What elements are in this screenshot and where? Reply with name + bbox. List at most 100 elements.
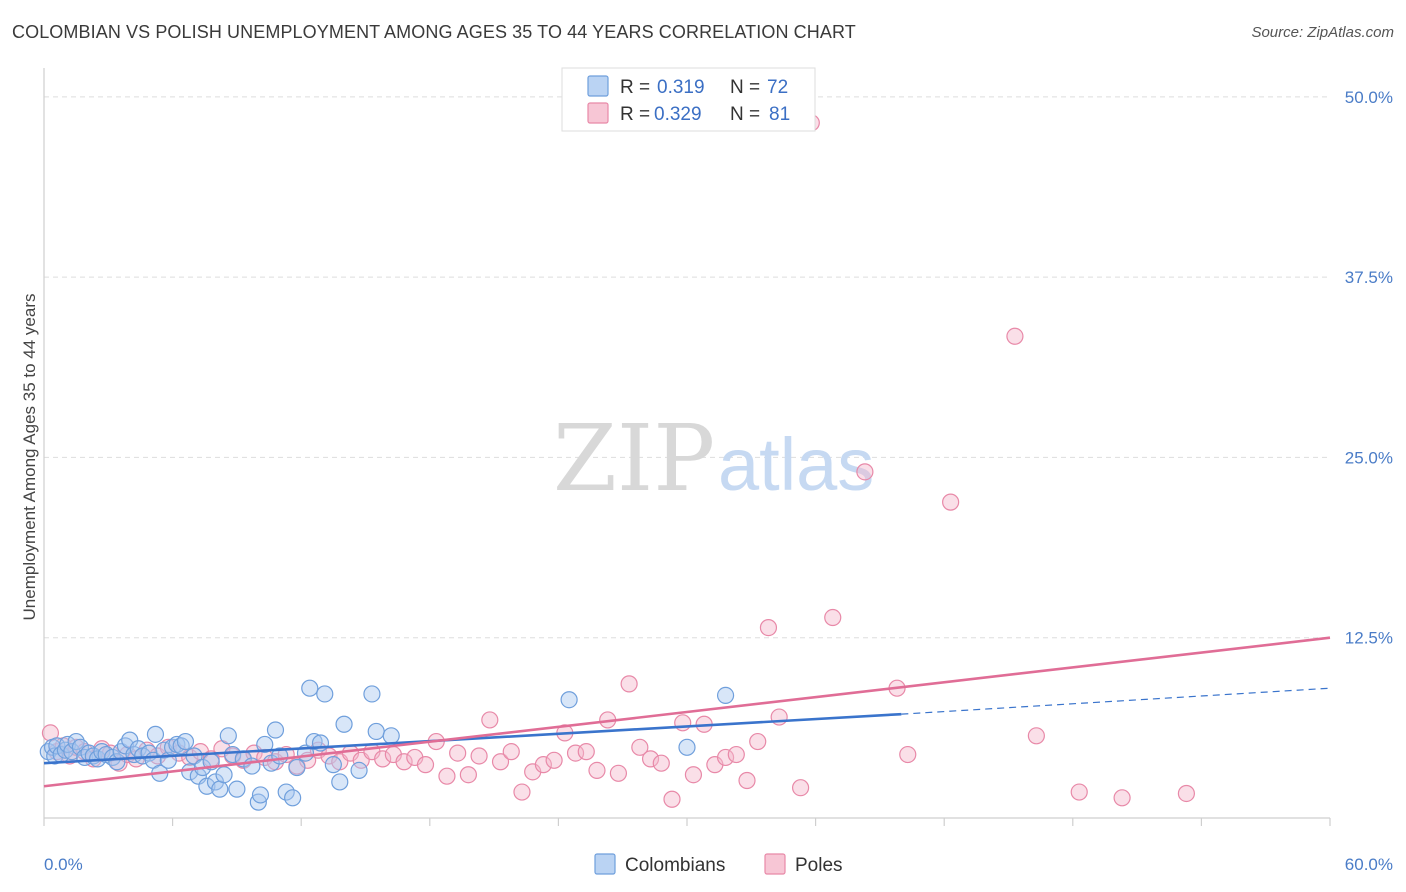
poles-point bbox=[438, 767, 456, 785]
legend-n-label-colombians: N = bbox=[730, 77, 760, 98]
colombians-point bbox=[176, 732, 195, 751]
poles-point bbox=[824, 608, 842, 627]
colombians-point bbox=[331, 773, 349, 791]
colombians-point bbox=[228, 780, 246, 798]
colombians-point bbox=[215, 766, 233, 784]
poles-trend-line bbox=[43, 636, 1331, 788]
poles-point bbox=[449, 744, 467, 762]
poles-point bbox=[545, 751, 563, 769]
colombians-point bbox=[560, 691, 578, 709]
poles-point bbox=[652, 754, 670, 772]
colombians-point bbox=[324, 756, 342, 774]
legend-n-value-poles: 81 bbox=[769, 104, 790, 125]
poles-point bbox=[749, 732, 767, 751]
colombians-point bbox=[305, 732, 323, 751]
poles-point bbox=[684, 766, 703, 784]
watermark-atlas: atlas bbox=[718, 423, 874, 506]
legend-r-value-colombians: 0.319 bbox=[657, 77, 705, 98]
poles-point bbox=[491, 753, 510, 771]
watermark-zip: ZIP bbox=[553, 405, 715, 512]
poles-point bbox=[577, 743, 595, 761]
colombians-point bbox=[256, 735, 274, 754]
colombians-point bbox=[277, 783, 295, 801]
poles-point bbox=[566, 744, 585, 762]
poles-point bbox=[609, 764, 628, 782]
colombians-point bbox=[266, 721, 285, 739]
poles-point bbox=[727, 745, 745, 764]
x-tick-label-max: 60.0% bbox=[1345, 855, 1393, 874]
legend-r-label-colombians: R = bbox=[620, 77, 650, 98]
poles-point bbox=[502, 743, 520, 761]
poles-point bbox=[942, 493, 960, 511]
poles-point bbox=[631, 738, 649, 756]
colombians-point bbox=[382, 727, 400, 745]
colombians-trend-line bbox=[43, 712, 902, 765]
poles-point bbox=[674, 714, 692, 732]
poles-point bbox=[663, 790, 681, 808]
bottom-legend-label-colombians: Colombians bbox=[625, 855, 725, 876]
legend-n-label-poles: N = bbox=[730, 104, 760, 125]
colombians-point bbox=[198, 777, 216, 795]
y-tick-label: 50.0% bbox=[1345, 88, 1393, 107]
poles-point bbox=[620, 675, 638, 693]
legend-swatch-colombians bbox=[587, 75, 609, 97]
legend-swatch-poles bbox=[587, 102, 609, 124]
legend: R = 0.319 N = 72 R = 0.329 N = 81 bbox=[561, 67, 816, 132]
legend-r-label-poles: R = bbox=[620, 104, 650, 125]
poles-point bbox=[416, 756, 435, 774]
poles-point bbox=[641, 750, 660, 768]
watermark: ZIP atlas bbox=[553, 405, 874, 512]
source-label: Source: ZipAtlas.com bbox=[1251, 24, 1394, 41]
poles-point bbox=[791, 779, 810, 797]
poles-point bbox=[1070, 783, 1088, 801]
y-axis-label: Unemployment Among Ages 35 to 44 years bbox=[20, 294, 39, 621]
poles-point bbox=[395, 753, 413, 771]
colombians-point bbox=[288, 758, 306, 777]
y-tick-label: 25.0% bbox=[1345, 448, 1393, 467]
poles-point bbox=[899, 745, 917, 764]
bottom-legend-swatch-poles bbox=[764, 853, 786, 875]
poles-point bbox=[1177, 784, 1195, 803]
poles-point bbox=[759, 619, 778, 637]
colombians-point bbox=[367, 722, 385, 741]
x-tick-label-min: 0.0% bbox=[44, 855, 83, 874]
colombians-point bbox=[284, 789, 302, 807]
poles-point bbox=[481, 711, 499, 729]
poles-point bbox=[1113, 789, 1131, 807]
poles-point bbox=[856, 463, 874, 481]
colombians-trend-extension bbox=[901, 687, 1331, 715]
poles-point bbox=[534, 756, 552, 774]
colombians-point bbox=[301, 679, 319, 697]
gridlines bbox=[44, 96, 1330, 639]
colombians-point bbox=[335, 715, 353, 733]
colombians-points bbox=[39, 679, 735, 811]
colombians-point bbox=[48, 737, 66, 755]
legend-r-value-poles: 0.329 bbox=[654, 104, 702, 125]
y-tick-label: 37.5% bbox=[1345, 268, 1393, 287]
bottom-legend: Colombians Poles bbox=[594, 853, 843, 876]
bottom-legend-label-poles: Poles bbox=[795, 855, 843, 876]
colombians-point bbox=[251, 786, 270, 804]
legend-n-value-colombians: 72 bbox=[767, 77, 788, 98]
poles-point bbox=[374, 750, 392, 768]
x-axis-ticks bbox=[43, 818, 1331, 826]
poles-point bbox=[459, 766, 477, 784]
trend-lines bbox=[43, 636, 1331, 788]
colombians-point bbox=[71, 738, 90, 756]
chart-title: COLOMBIAN VS POLISH UNEMPLOYMENT AMONG A… bbox=[12, 22, 856, 42]
poles-point bbox=[716, 748, 735, 767]
colombians-point bbox=[678, 738, 696, 756]
poles-point bbox=[470, 747, 488, 765]
colombians-point bbox=[211, 780, 229, 798]
colombians-point bbox=[716, 686, 735, 705]
colombians-point bbox=[146, 725, 165, 743]
poles-point bbox=[1006, 327, 1024, 345]
bottom-legend-swatch-colombians bbox=[594, 853, 616, 875]
colombians-point bbox=[350, 761, 368, 780]
y-tick-labels: 12.5% 25.0% 37.5% 50.0% bbox=[1345, 88, 1393, 648]
poles-point bbox=[738, 771, 756, 790]
y-tick-label: 12.5% bbox=[1345, 629, 1393, 648]
colombians-point bbox=[316, 685, 334, 703]
colombians-point bbox=[224, 745, 242, 764]
